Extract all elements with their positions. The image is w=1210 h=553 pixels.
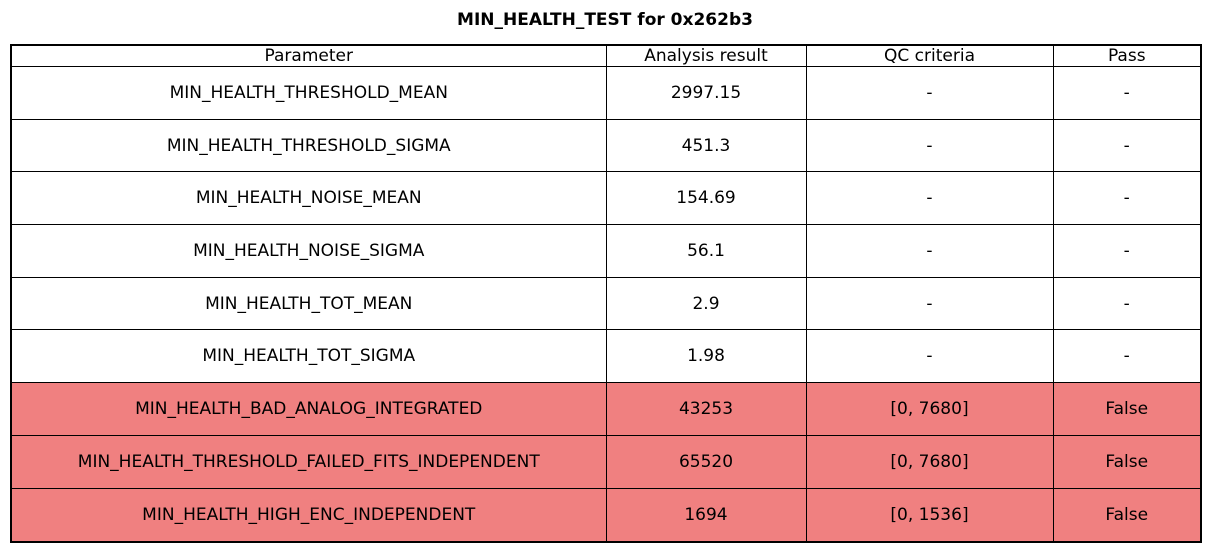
cell-parameter: MIN_HEALTH_THRESHOLD_FAILED_FITS_INDEPEN… <box>10 434 607 489</box>
cell-parameter: MIN_HEALTH_NOISE_SIGMA <box>10 224 607 278</box>
cell-qc-criteria: - <box>805 329 1054 384</box>
cell-qc-criteria: [0, 1536] <box>805 487 1054 543</box>
cell-analysis-result: 2.9 <box>605 276 807 331</box>
cell-analysis-result: 1.98 <box>605 329 807 384</box>
column-header-parameter: Parameter <box>10 44 607 67</box>
cell-parameter: MIN_HEALTH_NOISE_MEAN <box>10 171 607 226</box>
table-row: MIN_HEALTH_NOISE_MEAN 154.69 - - <box>10 171 1202 226</box>
table-row: MIN_HEALTH_TOT_SIGMA 1.98 - - <box>10 329 1202 384</box>
cell-pass: False <box>1052 434 1202 489</box>
cell-analysis-result: 43253 <box>605 382 807 436</box>
cell-parameter: MIN_HEALTH_THRESHOLD_MEAN <box>10 66 607 120</box>
cell-qc-criteria: [0, 7680] <box>805 382 1054 436</box>
cell-parameter: MIN_HEALTH_HIGH_ENC_INDEPENDENT <box>10 487 607 543</box>
table-row: MIN_HEALTH_HIGH_ENC_INDEPENDENT 1694 [0,… <box>10 487 1202 543</box>
page-title: MIN_HEALTH_TEST for 0x262b3 <box>457 10 753 30</box>
column-header-analysis-result: Analysis result <box>605 44 807 67</box>
column-header-qc-criteria: QC criteria <box>805 44 1054 67</box>
cell-pass: False <box>1052 382 1202 436</box>
table-row: MIN_HEALTH_THRESHOLD_MEAN 2997.15 - - <box>10 66 1202 120</box>
cell-pass: - <box>1052 276 1202 331</box>
cell-qc-criteria: - <box>805 118 1054 173</box>
table-row: MIN_HEALTH_TOT_MEAN 2.9 - - <box>10 276 1202 331</box>
cell-pass: False <box>1052 487 1202 543</box>
cell-parameter: MIN_HEALTH_TOT_SIGMA <box>10 329 607 384</box>
cell-pass: - <box>1052 118 1202 173</box>
cell-parameter: MIN_HEALTH_BAD_ANALOG_INTEGRATED <box>10 382 607 436</box>
cell-analysis-result: 451.3 <box>605 118 807 173</box>
table-row: MIN_HEALTH_BAD_ANALOG_INTEGRATED 43253 [… <box>10 382 1202 436</box>
cell-qc-criteria: - <box>805 224 1054 278</box>
table-row: MIN_HEALTH_NOISE_SIGMA 56.1 - - <box>10 224 1202 278</box>
cell-pass: - <box>1052 66 1202 120</box>
header-row: Parameter Analysis result QC criteria Pa… <box>10 44 1202 67</box>
cell-analysis-result: 65520 <box>605 434 807 489</box>
cell-analysis-result: 56.1 <box>605 224 807 278</box>
cell-parameter: MIN_HEALTH_THRESHOLD_SIGMA <box>10 118 607 173</box>
cell-pass: - <box>1052 171 1202 226</box>
cell-qc-criteria: - <box>805 171 1054 226</box>
cell-qc-criteria: [0, 7680] <box>805 434 1054 489</box>
table-row: MIN_HEALTH_THRESHOLD_FAILED_FITS_INDEPEN… <box>10 434 1202 489</box>
cell-pass: - <box>1052 329 1202 384</box>
cell-qc-criteria: - <box>805 276 1054 331</box>
qc-results-table: Parameter Analysis result QC criteria Pa… <box>10 44 1202 543</box>
cell-analysis-result: 154.69 <box>605 171 807 226</box>
cell-parameter: MIN_HEALTH_TOT_MEAN <box>10 276 607 331</box>
column-header-pass: Pass <box>1052 44 1202 67</box>
cell-analysis-result: 1694 <box>605 487 807 543</box>
cell-qc-criteria: - <box>805 66 1054 120</box>
cell-analysis-result: 2997.15 <box>605 66 807 120</box>
cell-pass: - <box>1052 224 1202 278</box>
table-row: MIN_HEALTH_THRESHOLD_SIGMA 451.3 - - <box>10 118 1202 173</box>
table-body: MIN_HEALTH_THRESHOLD_MEAN 2997.15 - - MI… <box>10 66 1202 543</box>
